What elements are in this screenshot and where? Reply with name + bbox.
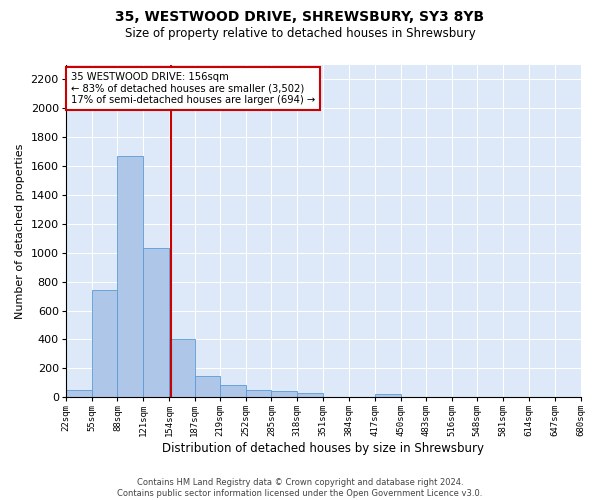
Bar bbox=[271, 391, 298, 397]
Bar bbox=[220, 386, 245, 397]
Bar bbox=[375, 394, 401, 397]
Text: 35, WESTWOOD DRIVE, SHREWSBURY, SY3 8YB: 35, WESTWOOD DRIVE, SHREWSBURY, SY3 8YB bbox=[115, 10, 485, 24]
Bar bbox=[169, 338, 195, 397]
Bar bbox=[245, 390, 271, 397]
Bar bbox=[118, 156, 143, 397]
Bar bbox=[92, 290, 118, 397]
Y-axis label: Number of detached properties: Number of detached properties bbox=[15, 144, 25, 319]
Text: Contains HM Land Registry data © Crown copyright and database right 2024.
Contai: Contains HM Land Registry data © Crown c… bbox=[118, 478, 482, 498]
Text: Size of property relative to detached houses in Shrewsbury: Size of property relative to detached ho… bbox=[125, 28, 475, 40]
X-axis label: Distribution of detached houses by size in Shrewsbury: Distribution of detached houses by size … bbox=[162, 442, 484, 455]
Bar bbox=[298, 393, 323, 397]
Bar bbox=[66, 390, 92, 397]
Bar bbox=[195, 376, 220, 397]
Text: 35 WESTWOOD DRIVE: 156sqm
← 83% of detached houses are smaller (3,502)
17% of se: 35 WESTWOOD DRIVE: 156sqm ← 83% of detac… bbox=[71, 72, 315, 105]
Bar bbox=[143, 248, 169, 397]
